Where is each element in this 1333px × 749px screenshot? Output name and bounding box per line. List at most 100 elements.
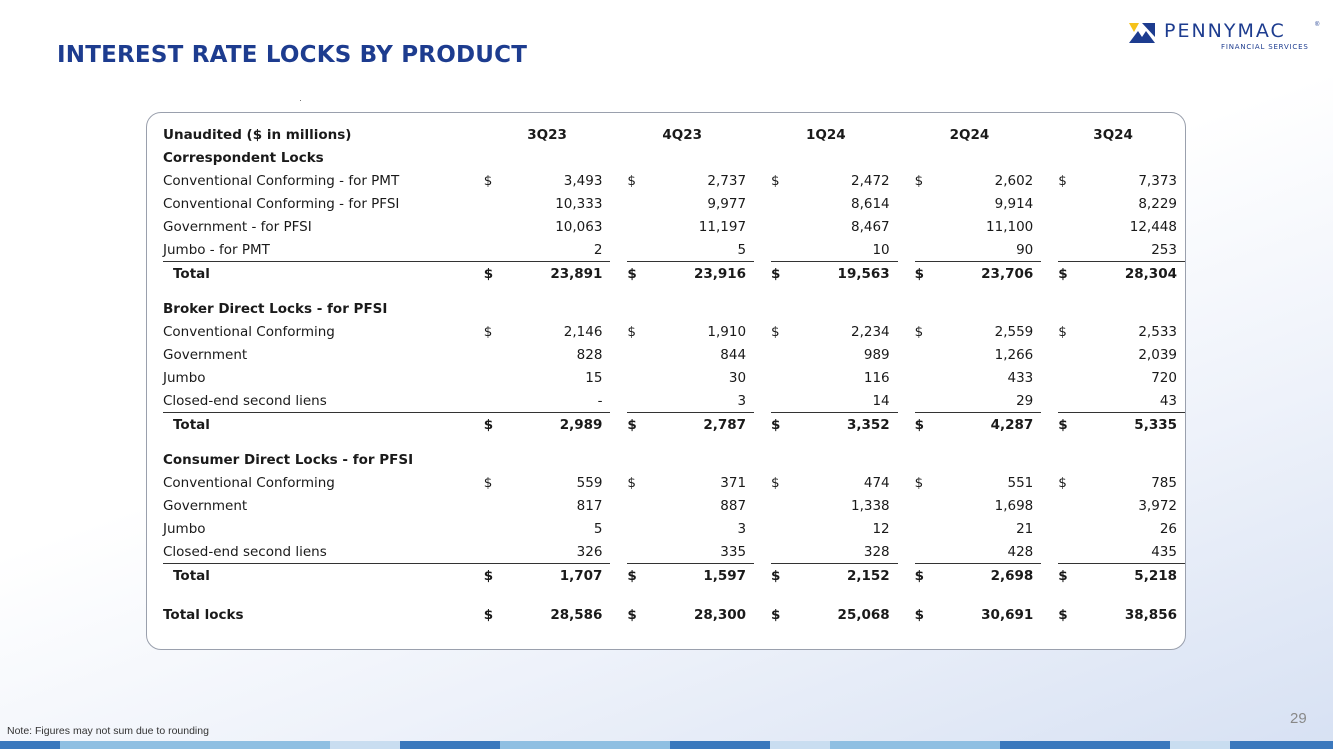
cell-value: 844 — [720, 346, 747, 363]
currency-symbol: $ — [627, 606, 637, 623]
cell-value: 887 — [720, 497, 747, 514]
pennymac-logo-icon — [1129, 23, 1155, 43]
table-row: Government 817 887 1,338 1,698 3,972 — [163, 494, 1185, 517]
column-header: 1Q24 — [806, 126, 846, 143]
footnote: Note: Figures may not sum due to roundin… — [7, 725, 209, 737]
currency-symbol: $ — [770, 265, 781, 282]
currency-symbol: $ — [483, 265, 494, 282]
cell-value: 23,891 — [550, 265, 603, 282]
table-header-row: Unaudited ($ in millions) 3Q23 4Q23 1Q24 2Q2… — [163, 123, 1185, 146]
column-gap — [1041, 262, 1058, 286]
currency-symbol — [627, 540, 646, 564]
column-gap — [610, 564, 627, 588]
currency-symbol — [627, 366, 645, 389]
cell-value: 1,338 — [851, 497, 890, 514]
currency-symbol — [484, 494, 502, 517]
column-gap — [1041, 215, 1058, 238]
column-gap — [610, 517, 627, 540]
column-gap — [1041, 238, 1058, 262]
cell-value: 2,152 — [846, 567, 890, 584]
currency-symbol: $ — [627, 416, 637, 433]
cell-value: 90 — [932, 238, 1042, 262]
column-gap — [1041, 320, 1058, 343]
currency-symbol — [484, 215, 502, 238]
locks-table-card: Unaudited ($ in millions) 3Q23 4Q23 1Q24 2Q2… — [146, 112, 1186, 650]
currency-symbol — [627, 517, 645, 540]
cell-value: 4,287 — [990, 416, 1034, 433]
currency-symbol: $ — [1058, 567, 1068, 584]
currency-symbol — [771, 192, 789, 215]
currency-symbol — [771, 366, 789, 389]
cell-value: 9,914 — [994, 195, 1034, 212]
row-label: Total locks — [163, 606, 244, 623]
column-gap — [754, 564, 771, 588]
section-title: Broker Direct Locks - for PFSI — [163, 300, 388, 317]
cell-value: 12,448 — [1129, 218, 1177, 235]
currency-symbol: $ — [627, 474, 636, 491]
currency-symbol — [915, 366, 933, 389]
column-gap — [754, 413, 771, 437]
column-gap — [610, 343, 627, 366]
column-gap — [1041, 366, 1058, 389]
currency-symbol: $ — [1058, 606, 1068, 623]
column-gap — [898, 238, 915, 262]
cell-value: 29 — [932, 389, 1042, 413]
table-row: Conventional Conforming $559 $371 $474 $551 $… — [163, 471, 1185, 494]
cell-value: 474 — [863, 474, 890, 491]
table-row: Conventional Conforming - for PFSI 10,333… — [163, 192, 1185, 215]
column-gap — [754, 540, 771, 564]
section-title-row: Broker Direct Locks - for PFSI — [163, 297, 1185, 320]
currency-symbol: $ — [627, 265, 637, 282]
row-label: Conventional Conforming — [163, 323, 335, 340]
currency-symbol: $ — [627, 323, 636, 340]
table-row: Conventional Conforming - for PMT $3,493 $… — [163, 169, 1185, 192]
section-spacer — [163, 587, 1185, 603]
currency-symbol — [484, 517, 502, 540]
row-label: Jumbo - for PMT — [163, 238, 484, 262]
cell-value: 2,787 — [703, 416, 747, 433]
cell-value: 2,737 — [707, 172, 747, 189]
cell-value: 2,989 — [559, 416, 603, 433]
cell-value: 428 — [932, 540, 1042, 564]
cell-value: 23,706 — [981, 265, 1034, 282]
cell-value: 2,533 — [1138, 323, 1177, 340]
currency-symbol — [483, 540, 503, 564]
currency-symbol: $ — [914, 265, 924, 282]
cell-value: 5,218 — [1134, 567, 1177, 584]
row-label: Closed-end second liens — [163, 540, 484, 564]
column-gap — [610, 192, 627, 215]
cell-value: 7,373 — [1138, 172, 1177, 189]
cell-value: 1,266 — [994, 346, 1034, 363]
column-gap — [610, 494, 627, 517]
column-gap — [754, 603, 771, 626]
cell-value: 253 — [1076, 238, 1185, 262]
cell-value: - — [502, 389, 611, 413]
column-gap — [610, 169, 627, 192]
column-gap — [610, 603, 627, 626]
currency-symbol — [771, 343, 789, 366]
page-title: INTEREST RATE LOCKS BY PRODUCT — [57, 42, 528, 68]
column-gap — [1041, 169, 1058, 192]
cell-value: 8,467 — [851, 218, 890, 235]
column-gap — [754, 517, 771, 540]
currency-symbol — [483, 389, 503, 413]
table-row: Government - for PFSI 10,063 11,197 8,467 11… — [163, 215, 1185, 238]
column-gap — [898, 471, 915, 494]
currency-symbol — [627, 215, 645, 238]
column-gap — [1041, 413, 1058, 437]
cell-value: 19,563 — [837, 265, 890, 282]
cell-value: 43 — [1076, 389, 1185, 413]
column-gap — [610, 215, 627, 238]
currency-symbol — [1058, 389, 1077, 413]
currency-symbol — [1058, 366, 1076, 389]
currency-symbol — [1058, 494, 1076, 517]
logo-trademark: ® — [1315, 22, 1320, 28]
column-gap — [754, 169, 771, 192]
row-label: Conventional Conforming — [163, 474, 335, 491]
column-gap — [754, 192, 771, 215]
cell-value: 14 — [789, 389, 898, 413]
cell-value: 12 — [872, 520, 890, 537]
bottom-decorative-bar — [0, 741, 1333, 749]
column-gap — [754, 366, 771, 389]
currency-symbol — [1058, 192, 1076, 215]
